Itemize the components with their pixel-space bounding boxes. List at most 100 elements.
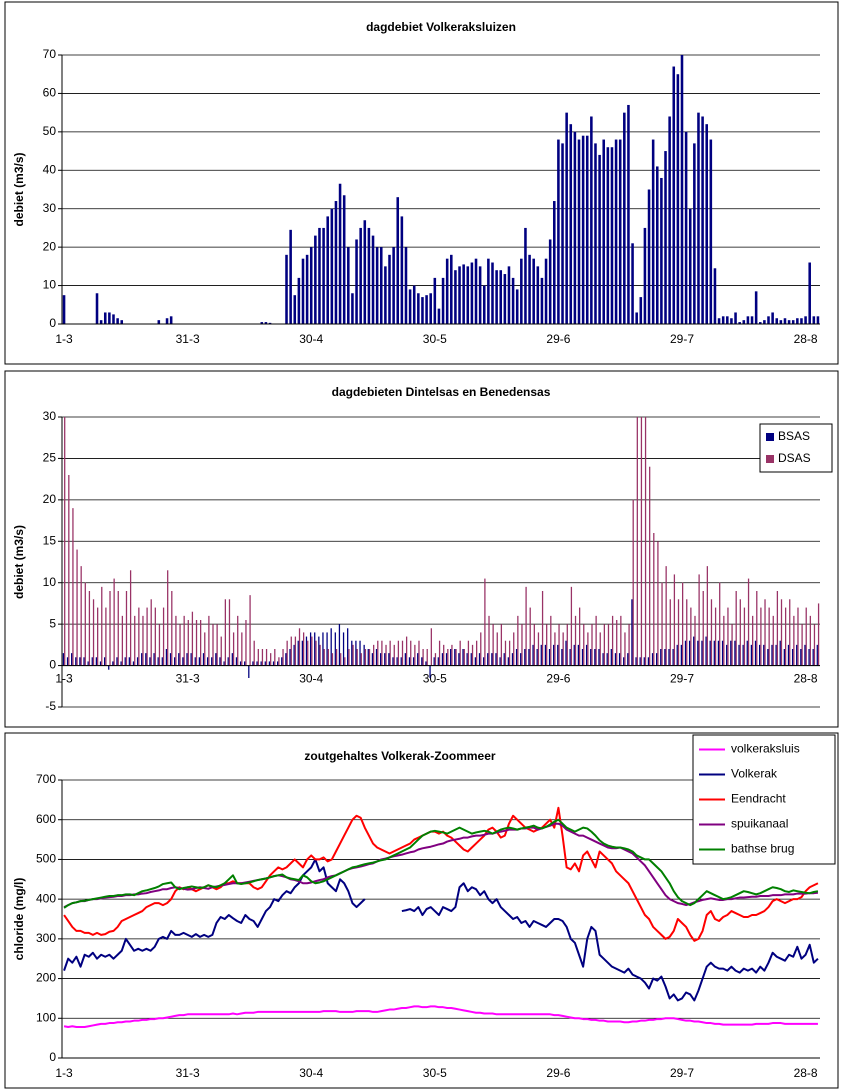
bar [458,653,460,666]
chart: dagdebieten Dintelsas en Benedensas debie… [4,370,839,728]
bar [289,229,292,324]
bar [434,653,437,666]
bar [134,615,136,666]
bar [476,640,478,666]
bar [405,636,408,666]
legend-label: spuikanaal [731,817,788,831]
bar [62,653,65,666]
bar [445,258,449,324]
bar [396,657,398,666]
bar [252,661,254,666]
bar [752,615,754,666]
bar [787,644,790,666]
bar [381,640,383,666]
bar [672,66,676,324]
bar [211,657,213,666]
bar [128,657,130,666]
y-tick-label: 70 [43,47,57,61]
bar [579,607,581,666]
bar [314,632,316,666]
bar [631,243,634,324]
bar [187,620,189,666]
bar [260,322,264,324]
bar [529,607,531,666]
bar [649,466,651,666]
bar [272,661,275,666]
bar [178,653,180,666]
bar [750,316,754,324]
bar [528,649,530,666]
bar [454,270,457,324]
bar [598,649,600,666]
bar [550,615,552,666]
bar [433,657,435,666]
bar [705,124,708,324]
bar [375,649,378,666]
bar [129,570,132,666]
y-tick-label: 10 [43,278,57,292]
bar [157,657,159,666]
chart: zoutgehaltes Volkerak-Zoommeer chloride (… [4,732,839,1089]
bar [426,649,428,666]
y-tick-label: 300 [36,931,56,945]
bar [808,649,810,666]
x-tick-label: 30-4 [299,672,323,686]
bar [686,599,688,666]
bar [338,624,341,666]
bar [713,640,715,666]
bar [297,640,299,666]
bar [705,636,707,666]
bar [404,653,406,666]
bar [598,154,601,324]
bar [270,653,272,666]
bar [417,653,419,666]
bar [474,258,478,324]
x-tick-label: 30-4 [299,1066,323,1080]
bar [783,649,785,666]
x-tick-label: 31-3 [176,672,200,686]
bar [594,143,597,324]
bar [278,657,280,666]
bar [750,644,753,666]
bar [268,322,272,324]
y-tick-label: 15 [43,533,57,547]
legend-label: BSAS [778,429,810,443]
y-tick-label: 25 [43,451,57,465]
plot [63,806,819,1029]
bar [108,665,110,670]
x-tick-label: 31-3 [176,332,200,346]
y-tick-label: 0 [49,1050,56,1064]
bar [796,318,799,324]
bar [673,574,676,666]
bar [289,649,291,666]
bar [355,239,358,324]
bar [540,644,542,666]
bar [796,644,798,666]
bar [767,649,769,666]
bar [574,615,577,666]
bar [64,417,66,666]
bar [261,649,264,666]
bar [120,661,122,666]
bar [570,586,573,666]
bar [754,640,757,666]
bar [776,591,779,666]
bar [808,262,811,324]
bar [311,636,313,666]
chart-title: zoutgehaltes Volkerak-Zoommeer [304,749,495,763]
legend-box [759,423,833,473]
bar [68,475,70,666]
bar [680,644,682,666]
bar [384,653,386,666]
bar [396,197,400,324]
y-tick-label: 60 [43,86,57,100]
bar [680,55,684,324]
bar [647,189,651,324]
bar [697,640,699,666]
bar [581,135,585,324]
bar [97,607,99,666]
bar [606,147,610,324]
bar [408,289,412,324]
bar [451,644,453,666]
x-tick-label: 1-3 [55,1066,73,1080]
